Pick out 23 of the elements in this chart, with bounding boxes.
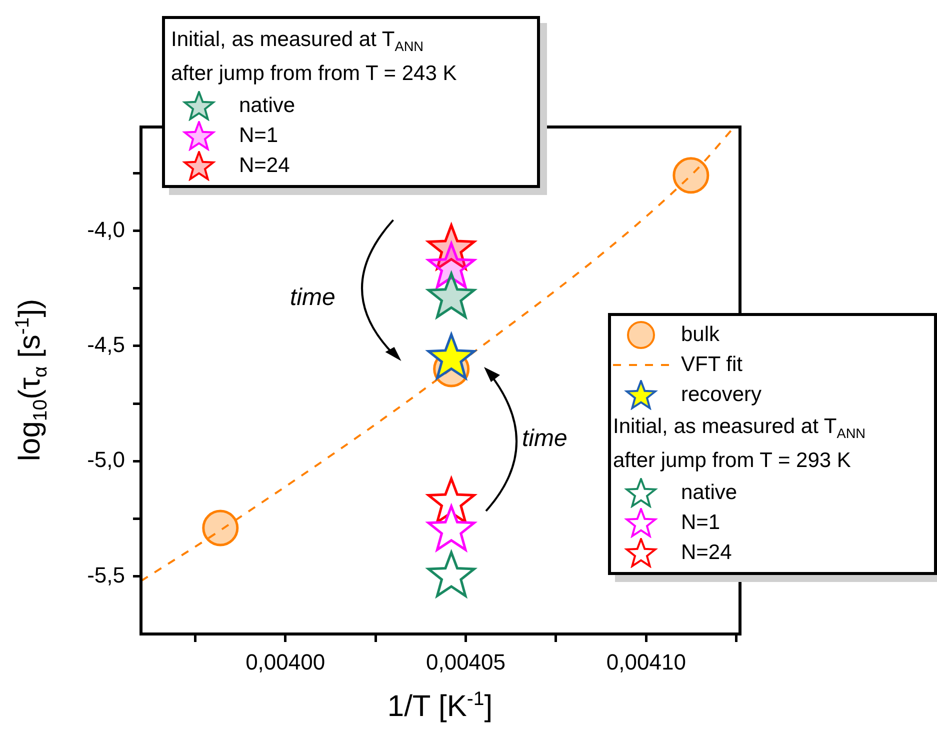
annotation: time [290,284,336,312]
x-tick-label: 0,00410 [606,649,686,674]
legend-label: N=24 [239,154,290,178]
x-tick-label: 0,00400 [246,649,326,674]
legend-label: native [681,481,738,505]
annotation: Initial, as measured at T$_{ANN}$ [613,414,867,444]
legend-label: N=1 [239,124,278,148]
text: Initial, as measured at T$_{ANN}$ [171,28,424,54]
x-tick-label: 0,00405 [426,649,506,674]
annotation: time [522,425,568,453]
x-axis-title: 1/T [K$^{-1}$] [386,688,494,724]
y-tick-label: -5,5 [87,562,125,588]
legend-label: native [239,94,296,118]
legend-label: recovery [681,383,762,407]
y-tick-label: -4,5 [87,332,125,357]
y-tick-label: -4,0 [87,216,125,242]
legend-label: N=24 [681,541,732,565]
annotation: after jump from T = 293 K [613,448,852,474]
legend-label: N=1 [681,511,720,535]
legend-label: bulk [681,323,720,347]
legend-label: VFT fit [681,353,742,377]
y-tick-label: -5,0 [87,447,125,472]
text: after jump from from T = 243 K [171,62,457,85]
